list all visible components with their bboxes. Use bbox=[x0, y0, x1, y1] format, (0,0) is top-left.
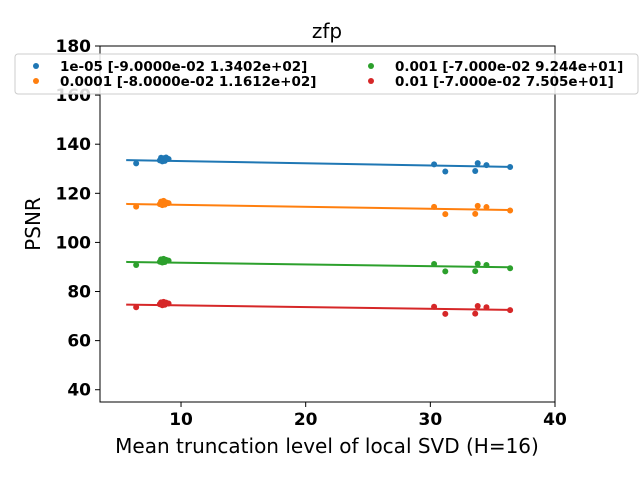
data-point bbox=[472, 210, 479, 217]
data-point bbox=[133, 304, 140, 311]
y-tick-label: 120 bbox=[56, 184, 92, 204]
series-0 bbox=[126, 154, 514, 175]
data-point bbox=[133, 262, 140, 269]
data-point bbox=[507, 307, 514, 314]
data-point bbox=[474, 202, 481, 209]
data-point bbox=[431, 161, 438, 168]
fit-line bbox=[126, 159, 511, 168]
plot-frame bbox=[99, 45, 556, 403]
x-tick-label: 40 bbox=[543, 410, 567, 430]
x-tick-label: 10 bbox=[169, 410, 193, 430]
chart-title: zfp bbox=[312, 19, 342, 43]
y-tick-label: 100 bbox=[56, 233, 92, 253]
legend-marker bbox=[33, 78, 39, 84]
legend-item: 0.01 [-7.000e-02 7.505e+01] bbox=[368, 74, 614, 90]
y-tick-label: 180 bbox=[56, 37, 92, 57]
legend: 1e-05 [-9.0000e-02 1.3402e+02]0.0001 [-8… bbox=[14, 53, 639, 95]
data-point bbox=[507, 207, 514, 214]
fit-line bbox=[126, 202, 511, 211]
legend-label: 0.01 [-7.000e-02 7.505e+01] bbox=[395, 74, 614, 90]
fit-line bbox=[126, 260, 511, 269]
y-tick-label: 40 bbox=[67, 381, 91, 401]
legend-marker bbox=[368, 78, 374, 84]
data-point bbox=[431, 203, 438, 210]
legend-marker bbox=[368, 63, 374, 69]
data-point bbox=[165, 300, 172, 307]
legend-box bbox=[14, 53, 639, 95]
data-point bbox=[474, 303, 481, 310]
data-point bbox=[472, 310, 479, 317]
legend-label: 0.001 [-7.000e-02 9.244e+01] bbox=[395, 59, 623, 75]
x-tick-label: 20 bbox=[294, 410, 318, 430]
data-point bbox=[431, 303, 438, 310]
data-point bbox=[483, 262, 490, 269]
data-point bbox=[133, 160, 140, 167]
legend-item: 0.0001 [-8.0000e-02 1.1612e+02] bbox=[33, 74, 316, 90]
data-point bbox=[165, 257, 172, 264]
y-axis-label: PSNR bbox=[21, 197, 45, 251]
legend-item: 0.001 [-7.000e-02 9.244e+01] bbox=[368, 59, 623, 75]
legend-marker bbox=[33, 63, 39, 69]
legend-label: 0.0001 [-8.0000e-02 1.1612e+02] bbox=[60, 74, 316, 90]
y-tick-label: 60 bbox=[67, 332, 91, 352]
data-point bbox=[442, 168, 449, 175]
series-3 bbox=[126, 298, 514, 317]
data-point bbox=[472, 167, 479, 174]
plot-area bbox=[126, 154, 514, 317]
fit-line bbox=[126, 303, 511, 311]
data-point bbox=[165, 155, 172, 162]
data-point bbox=[442, 268, 449, 275]
x-tick-label: 30 bbox=[419, 410, 443, 430]
y-tick-label: 140 bbox=[56, 135, 92, 155]
legend-item: 1e-05 [-9.0000e-02 1.3402e+02] bbox=[33, 59, 307, 75]
data-point bbox=[431, 261, 438, 268]
data-point bbox=[474, 160, 481, 167]
legend-label: 1e-05 [-9.0000e-02 1.3402e+02] bbox=[60, 59, 307, 75]
data-point bbox=[483, 304, 490, 311]
data-point bbox=[442, 310, 449, 317]
data-point bbox=[483, 162, 490, 169]
x-axis-label: Mean truncation level of local SVD (H=16… bbox=[115, 434, 539, 458]
data-point bbox=[474, 260, 481, 267]
data-point bbox=[507, 164, 514, 171]
data-point bbox=[507, 265, 514, 272]
x-axis: 10 20 30 40 bbox=[169, 402, 567, 430]
data-point bbox=[483, 204, 490, 211]
data-point bbox=[165, 200, 172, 207]
series-1 bbox=[126, 197, 514, 218]
data-point bbox=[472, 268, 479, 275]
y-tick-label: 80 bbox=[67, 283, 91, 303]
series-2 bbox=[126, 255, 514, 275]
data-point bbox=[442, 211, 449, 218]
data-point bbox=[133, 203, 140, 210]
